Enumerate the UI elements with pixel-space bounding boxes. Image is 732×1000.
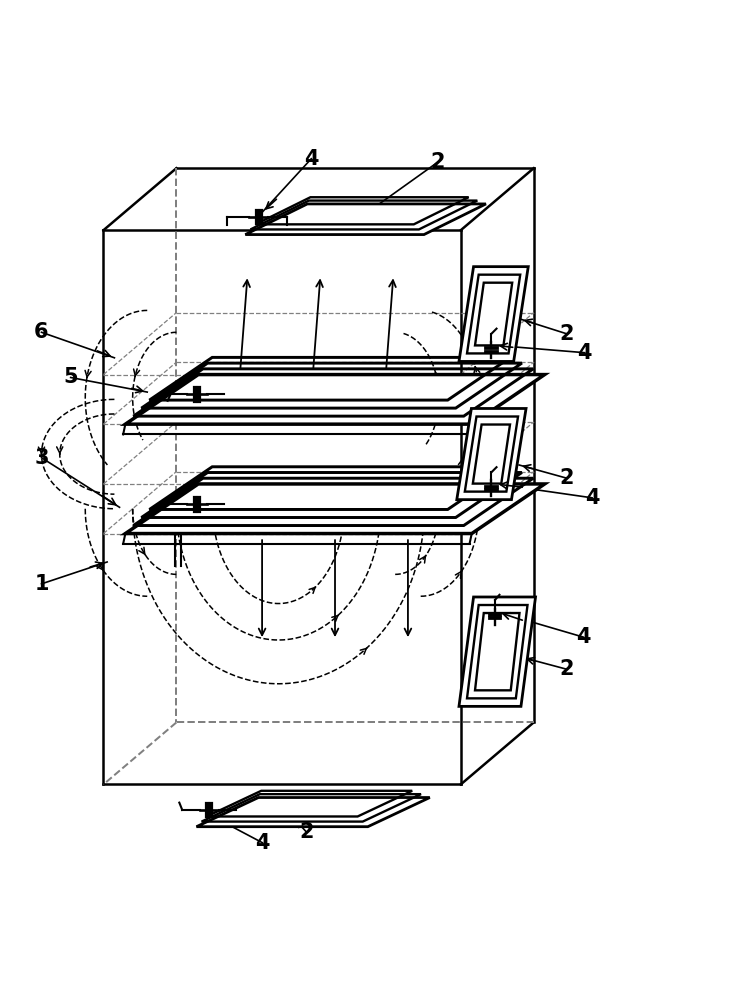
Text: 2: 2 — [559, 468, 574, 488]
Text: 4: 4 — [576, 627, 591, 647]
Text: 4: 4 — [585, 488, 600, 508]
Polygon shape — [125, 375, 545, 424]
Polygon shape — [245, 204, 486, 235]
Polygon shape — [459, 597, 536, 706]
Text: 3: 3 — [34, 448, 49, 468]
Text: 2: 2 — [559, 659, 574, 679]
Text: 1: 1 — [34, 574, 49, 594]
Text: 6: 6 — [34, 322, 49, 342]
Polygon shape — [125, 484, 545, 534]
Text: 2: 2 — [430, 152, 445, 172]
Text: 5: 5 — [64, 367, 78, 387]
Polygon shape — [457, 408, 526, 500]
Text: 2: 2 — [299, 822, 313, 842]
Polygon shape — [196, 798, 430, 827]
Text: 4: 4 — [255, 833, 269, 853]
Text: 4: 4 — [304, 149, 318, 169]
Text: 4: 4 — [578, 343, 592, 363]
Polygon shape — [459, 267, 529, 361]
Text: 2: 2 — [559, 324, 574, 344]
